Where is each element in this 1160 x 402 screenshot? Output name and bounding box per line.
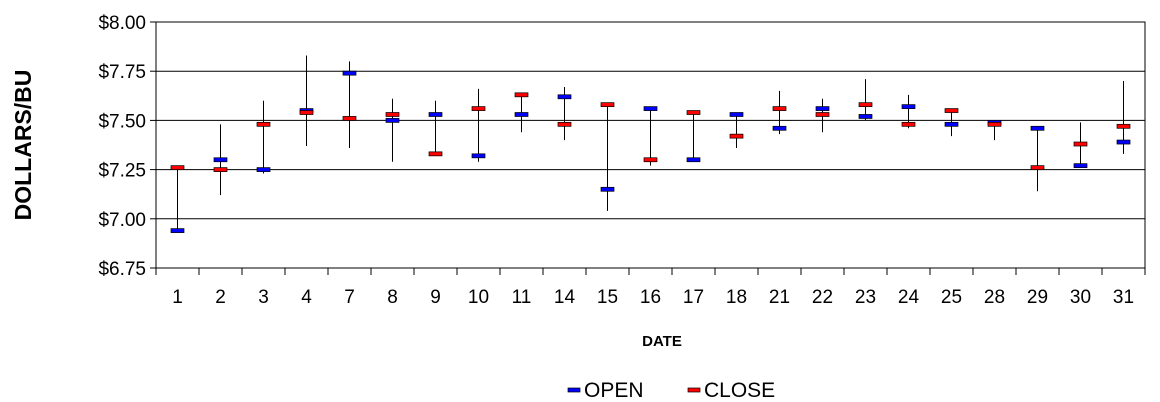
close-mark: [944, 108, 959, 113]
legend-close-swatch: [687, 387, 701, 393]
close-mark: [514, 92, 529, 98]
close-mark: [170, 165, 185, 170]
close-mark: [213, 167, 228, 172]
x-tick-label: 11: [512, 287, 532, 308]
open-mark: [514, 112, 529, 117]
open-mark: [471, 153, 486, 159]
x-tick-label: 23: [855, 287, 876, 308]
close-mark: [299, 110, 314, 115]
y-tick-label: $7.50: [98, 111, 146, 132]
open-mark: [342, 70, 357, 76]
open-mark: [643, 106, 658, 111]
y-tick-label: $7.75: [98, 62, 146, 83]
close-mark: [772, 106, 787, 111]
open-mark: [1030, 125, 1045, 131]
close-mark: [901, 121, 916, 127]
x-tick-label: 14: [554, 287, 576, 308]
open-mark: [901, 104, 916, 109]
x-tick-label: 7: [344, 287, 355, 308]
close-mark: [557, 121, 572, 127]
open-mark: [385, 118, 400, 123]
x-tick-label: 18: [726, 287, 747, 308]
x-tick-label: 16: [640, 287, 661, 308]
open-mark: [815, 106, 830, 111]
x-tick-label: 17: [683, 287, 704, 308]
close-mark: [428, 151, 443, 157]
x-tick-label: 3: [258, 287, 269, 308]
y-tick-label: $8.00: [98, 13, 146, 34]
legend-close-label: CLOSE: [704, 379, 775, 402]
y-tick-label: $7.00: [98, 210, 146, 231]
close-mark: [342, 116, 357, 121]
x-tick-label: 15: [597, 287, 618, 308]
close-mark: [471, 106, 486, 111]
x-tick-label: 4: [301, 287, 312, 308]
x-tick-label: 10: [468, 287, 489, 308]
close-mark: [729, 133, 744, 139]
open-mark: [256, 167, 271, 172]
y-axis: $6.75 $7.00 $7.25 $7.50 $7.75 $8.00: [98, 13, 156, 280]
close-mark: [1030, 165, 1045, 170]
open-mark: [213, 157, 228, 163]
close-mark: [256, 121, 271, 127]
x-tick-label: 28: [984, 287, 1005, 308]
legend-open-swatch: [567, 387, 581, 393]
close-mark: [1073, 141, 1088, 147]
open-mark: [557, 94, 572, 100]
open-mark: [944, 121, 959, 127]
open-mark: [729, 112, 744, 117]
x-tick-label: 1: [172, 287, 183, 308]
close-mark: [643, 157, 658, 163]
y-tick-label: $6.75: [98, 259, 146, 280]
x-tick-label: 8: [387, 287, 398, 308]
x-tick-label: 30: [1070, 287, 1091, 308]
x-tick-label: 31: [1113, 287, 1134, 308]
close-mark: [385, 112, 400, 117]
close-mark: [858, 102, 873, 108]
open-mark: [858, 114, 873, 119]
legend-open-label: OPEN: [584, 379, 644, 402]
close-mark: [686, 110, 701, 115]
close-mark: [1116, 123, 1131, 129]
x-tick-label: 29: [1027, 287, 1048, 308]
x-tick-label: 24: [898, 287, 920, 308]
x-tick-label: 22: [812, 287, 833, 308]
x-axis-title: DATE: [642, 333, 682, 350]
x-tick-label: 21: [769, 287, 790, 308]
open-mark: [600, 186, 615, 192]
open-mark: [686, 157, 701, 163]
close-mark: [815, 112, 830, 117]
y-tick-label: $7.25: [98, 161, 146, 182]
x-tick-label: 9: [430, 287, 441, 308]
open-mark: [170, 228, 185, 233]
open-mark: [428, 112, 443, 117]
y-axis-title: DOLLARS/BU: [10, 70, 36, 221]
legend: OPEN CLOSE: [567, 379, 775, 402]
close-mark: [600, 102, 615, 108]
x-tick-label: 25: [941, 287, 962, 308]
x-tick-label: 2: [215, 287, 226, 308]
open-mark: [1073, 163, 1088, 169]
close-mark: [987, 121, 1002, 127]
open-mark: [772, 125, 787, 131]
x-axis: 1 2 3 4 7 8 9 10 11 14 15 16 17 18 21 22 23 24 25 28 29 30 31: [155, 268, 1146, 308]
open-mark: [1116, 139, 1131, 145]
series-marks: [170, 70, 1131, 233]
